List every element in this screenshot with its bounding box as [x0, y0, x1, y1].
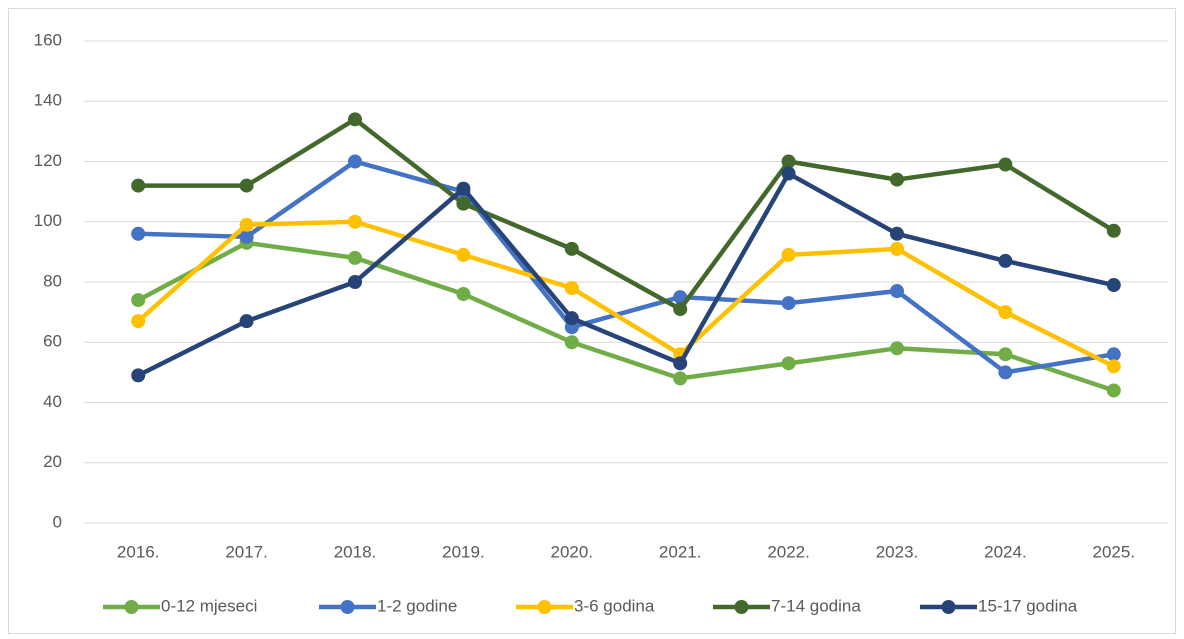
data-point	[998, 365, 1013, 380]
data-point	[131, 368, 146, 383]
data-point	[564, 335, 579, 350]
legend-label: 7-14 godina	[771, 596, 861, 615]
data-point	[348, 275, 362, 289]
data-point	[1106, 383, 1121, 398]
data-point	[564, 311, 579, 326]
series-line	[137, 171, 1115, 378]
x-tick-label: 2021.	[659, 542, 702, 561]
legend-label: 1-2 godine	[377, 596, 457, 615]
legend-marker	[941, 600, 956, 614]
data-point	[456, 181, 471, 196]
data-point	[998, 157, 1013, 172]
data-point	[781, 247, 796, 262]
legend-marker	[124, 600, 139, 614]
series-line	[136, 219, 1115, 369]
data-point	[781, 356, 796, 371]
data-point	[998, 347, 1013, 362]
y-tick-label: 80	[43, 271, 62, 290]
data-point	[673, 302, 688, 317]
data-point	[131, 226, 146, 241]
data-point	[673, 371, 688, 386]
x-tick-label: 2020.	[551, 542, 594, 561]
y-tick-label: 120	[34, 151, 62, 170]
legend-marker	[734, 600, 749, 614]
data-point	[456, 247, 471, 262]
y-tick-label: 60	[43, 332, 62, 351]
data-point	[890, 226, 904, 241]
data-point	[890, 341, 904, 356]
data-point	[456, 287, 471, 302]
data-point	[239, 229, 254, 244]
y-tick-label: 160	[34, 30, 62, 49]
legend-marker	[340, 600, 355, 614]
data-point	[239, 178, 254, 193]
x-tick-label: 2022.	[767, 542, 810, 561]
data-point	[673, 356, 688, 371]
data-point	[1106, 359, 1121, 374]
x-tick-label: 2016.	[117, 542, 160, 561]
y-tick-label: 140	[34, 91, 62, 110]
data-point	[348, 112, 362, 127]
data-point	[239, 217, 254, 232]
data-point	[348, 154, 362, 169]
data-point	[1106, 223, 1121, 238]
series-line	[138, 117, 1115, 312]
data-point	[890, 172, 904, 187]
data-point	[1106, 278, 1121, 293]
series-line	[137, 240, 1115, 393]
data-point	[131, 314, 146, 329]
x-tick-label: 2025.	[1093, 542, 1136, 561]
x-tick-label: 2018.	[334, 542, 377, 561]
y-tick-label: 0	[53, 512, 62, 531]
series-line	[138, 159, 1115, 375]
y-tick-label: 100	[34, 211, 62, 230]
x-tick-label: 2024.	[984, 542, 1027, 561]
data-point	[998, 305, 1013, 320]
x-tick-label: 2023.	[876, 542, 919, 561]
legend-label: 15-17 godina	[978, 596, 1078, 615]
data-point	[998, 253, 1013, 268]
data-point	[348, 214, 362, 229]
data-point	[890, 241, 904, 256]
data-point	[890, 284, 904, 299]
y-tick-label: 20	[43, 452, 62, 471]
data-point	[456, 196, 471, 211]
data-point	[564, 281, 579, 296]
data-point	[131, 293, 146, 308]
data-point	[564, 241, 579, 256]
legend-label: 3-6 godina	[574, 596, 655, 615]
data-point	[239, 314, 254, 329]
data-point	[781, 154, 796, 169]
y-tick-label: 40	[43, 392, 62, 411]
legend-label: 0-12 mjeseci	[161, 596, 257, 615]
data-point	[1106, 347, 1121, 362]
data-point	[781, 166, 796, 181]
data-point	[781, 296, 796, 311]
x-tick-label: 2019.	[442, 542, 485, 561]
legend-marker	[537, 600, 552, 614]
data-point	[131, 178, 146, 193]
x-tick-label: 2017.	[225, 542, 268, 561]
data-point	[348, 250, 362, 265]
